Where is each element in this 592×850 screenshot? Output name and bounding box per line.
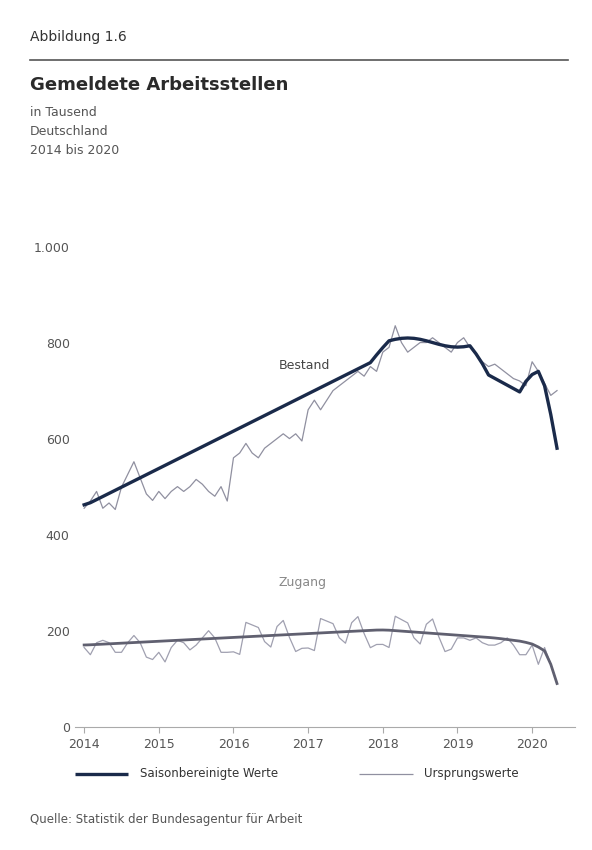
Text: Saisonbereinigte Werte: Saisonbereinigte Werte [140, 767, 278, 780]
Text: Quelle: Statistik der Bundesagentur für Arbeit: Quelle: Statistik der Bundesagentur für … [30, 813, 302, 826]
Text: Abbildung 1.6: Abbildung 1.6 [30, 30, 126, 43]
Text: in Tausend: in Tausend [30, 106, 96, 119]
Text: Gemeldete Arbeitsstellen: Gemeldete Arbeitsstellen [30, 76, 288, 94]
Text: Bestand: Bestand [278, 359, 330, 372]
Text: Zugang: Zugang [278, 576, 326, 589]
Text: Deutschland: Deutschland [30, 125, 108, 138]
Text: 2014 bis 2020: 2014 bis 2020 [30, 144, 119, 156]
Text: Ursprungswerte: Ursprungswerte [424, 767, 519, 780]
